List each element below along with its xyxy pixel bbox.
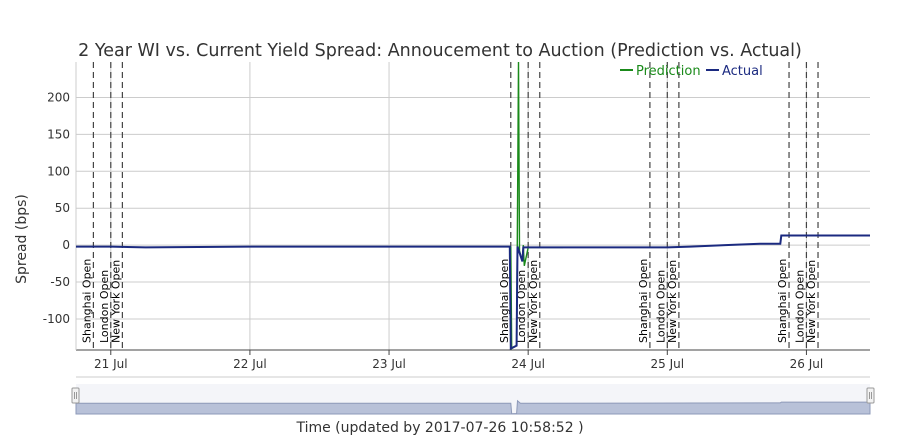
event-label: London Open	[515, 270, 528, 343]
y-tick-label: 0	[62, 238, 70, 252]
y-tick-label: -50	[50, 275, 70, 289]
event-label: London Open	[793, 270, 806, 343]
x-tick-label: 22 Jul	[233, 357, 267, 371]
y-tick-label: -100	[43, 312, 70, 326]
event-label: New York Open	[527, 260, 540, 343]
x-axis-label: Time (updated by 2017-07-26 10:58:52 )	[295, 420, 583, 436]
series-line-actual	[76, 234, 870, 351]
navigator[interactable]	[71, 376, 875, 415]
x-tick-labels: 21 Jul 22 Jul 23 Jul 24 Jul 25 Jul 26 Jul	[94, 350, 823, 371]
event-label: Shanghai Open	[776, 259, 789, 343]
event-label: New York Open	[666, 260, 679, 343]
event-label: Shanghai Open	[80, 259, 93, 343]
x-tick-label: 26 Jul	[790, 357, 824, 371]
navigator-right-handle[interactable]	[866, 387, 875, 404]
grid-layer	[75, 62, 870, 351]
legend-actual-label: Actual	[722, 64, 763, 79]
navigator-series-area	[75, 399, 871, 415]
x-tick-label: 23 Jul	[372, 357, 406, 371]
x-tick-label: 21 Jul	[94, 357, 128, 371]
event-label: New York Open	[805, 260, 818, 343]
x-tick-label: 24 Jul	[511, 357, 545, 371]
y-tick-label: 200	[47, 90, 70, 104]
chart-title: 2 Year WI vs. Current Yield Spread: Anno…	[78, 41, 802, 61]
y-tick-label: 150	[47, 127, 70, 141]
event-label: Shanghai Open	[637, 259, 650, 343]
legend-prediction-label: Prediction	[636, 64, 701, 79]
event-label: Shanghai Open	[498, 259, 511, 343]
y-tick-label: 50	[55, 201, 70, 215]
series-layer	[76, 61, 870, 351]
event-label: London Open	[98, 270, 111, 343]
legend: Prediction Actual	[620, 64, 763, 79]
event-label: London Open	[654, 270, 667, 343]
navigator-left-handle[interactable]	[71, 387, 80, 404]
y-axis-label: Spread (bps)	[14, 194, 30, 284]
y-tick-label: 100	[47, 164, 70, 178]
event-label: New York Open	[109, 260, 122, 343]
x-tick-label: 25 Jul	[651, 357, 685, 371]
y-tick-labels: 200 150 100 50 0 -50 -100	[43, 90, 70, 326]
